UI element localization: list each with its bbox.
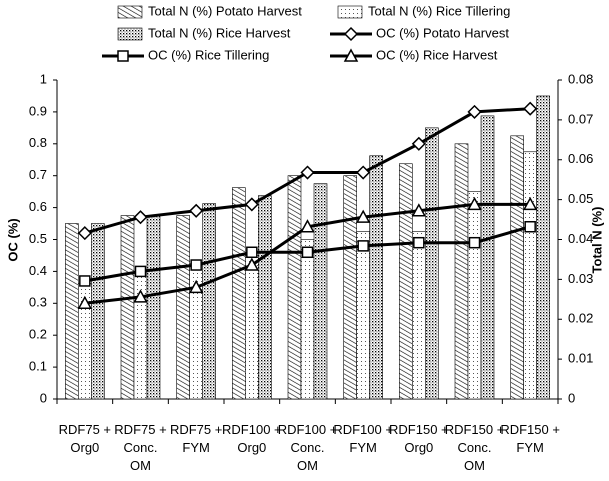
line-marker xyxy=(77,226,92,241)
legend-label: Total N (%) Potato Harvest xyxy=(148,3,302,18)
y2-tick-label: 0 xyxy=(568,390,575,405)
line-marker xyxy=(357,240,369,252)
x-tick-label: RDF75 + Conc. OM xyxy=(114,422,167,473)
legend-marker xyxy=(117,50,129,62)
line-marker xyxy=(355,209,371,223)
y2-axis-label: Total N (%) xyxy=(589,207,604,274)
y-axis-label: OC (%) xyxy=(5,218,20,261)
bar xyxy=(287,175,302,400)
line-marker xyxy=(133,289,148,303)
x-tick-label: RDF150 + Conc. OM xyxy=(444,422,505,473)
line-marker xyxy=(522,196,538,211)
y-tick-label: 1 xyxy=(40,71,47,86)
bar xyxy=(258,195,272,400)
bar xyxy=(356,231,370,400)
bar xyxy=(523,151,537,400)
line-marker xyxy=(300,219,315,233)
line-marker xyxy=(524,220,536,233)
bar xyxy=(65,223,79,400)
line-marker xyxy=(190,259,202,271)
y-tick-label: 0.5 xyxy=(29,231,47,246)
legend-marker xyxy=(343,48,359,62)
x-tick-label: RDF100 + Conc. OM xyxy=(277,422,338,473)
y2-tick-label: 0.01 xyxy=(568,351,593,366)
line-marker xyxy=(246,246,258,259)
bar xyxy=(232,187,246,400)
y-tick-label: 0 xyxy=(40,390,47,405)
x-tick-label: RDF75 + Org0 xyxy=(58,422,112,455)
bar xyxy=(536,95,550,400)
y2-tick-label: 0.06 xyxy=(568,151,593,166)
y-tick-label: 0.4 xyxy=(29,263,47,278)
legend-label: OC (%) Potato Harvest xyxy=(376,25,509,40)
y2-tick-label: 0.07 xyxy=(568,111,593,126)
line-marker xyxy=(79,275,91,287)
legend-swatch xyxy=(117,27,143,41)
line-marker xyxy=(356,165,371,180)
legend-label: OC (%) Rice Tillering xyxy=(148,47,269,62)
bar xyxy=(454,143,469,400)
bar xyxy=(467,191,482,400)
bar xyxy=(510,135,524,400)
y2-tick-label: 0.03 xyxy=(568,271,593,286)
line-marker xyxy=(133,210,148,225)
y-tick-label: 0.2 xyxy=(29,327,47,342)
legend-swatch xyxy=(117,5,143,19)
legend-label: OC (%) Rice Harvest xyxy=(376,47,498,62)
legend-marker xyxy=(343,26,359,42)
x-tick-label: RDF100 + Org0 xyxy=(222,422,282,455)
bar xyxy=(369,155,383,400)
line-marker xyxy=(301,246,314,259)
line-marker xyxy=(77,295,93,310)
bar xyxy=(202,203,216,400)
y2-tick-label: 0.05 xyxy=(568,191,593,206)
y-tick-label: 0.9 xyxy=(29,103,47,118)
line-marker xyxy=(523,101,538,116)
bar xyxy=(120,215,135,400)
y-tick-label: 0.1 xyxy=(29,359,47,374)
line-marker xyxy=(413,236,425,249)
x-tick-label: RDF100 + FYM xyxy=(333,422,393,455)
bar xyxy=(425,127,439,400)
line-marker xyxy=(467,196,482,211)
legend-swatch xyxy=(337,5,363,19)
bar xyxy=(245,255,259,400)
line-marker xyxy=(189,203,204,218)
y2-tick-label: 0.04 xyxy=(568,231,593,246)
y2-tick-label: 0.02 xyxy=(568,311,593,326)
bar xyxy=(176,215,190,400)
y-tick-label: 0.7 xyxy=(29,167,47,182)
bar xyxy=(399,163,413,400)
line-marker xyxy=(411,136,426,151)
y-tick-label: 0.6 xyxy=(29,199,47,214)
line-marker xyxy=(188,279,204,294)
bar xyxy=(480,115,495,400)
line-marker xyxy=(134,265,147,278)
legend-label: Total N (%) Rice Tillering xyxy=(368,3,510,18)
bar xyxy=(91,223,105,400)
line-marker xyxy=(244,197,259,212)
x-tick-label: RDF75 + FYM xyxy=(169,422,223,455)
bar xyxy=(300,239,315,400)
legend-label: Total N (%) Rice Harvest xyxy=(148,25,291,40)
bar xyxy=(343,175,357,400)
bar xyxy=(146,215,161,400)
bar xyxy=(412,231,426,400)
line-marker xyxy=(244,257,260,271)
line-marker xyxy=(411,203,427,217)
x-tick-label: RDF150 + FYM xyxy=(500,422,560,455)
line-marker xyxy=(468,236,481,249)
y2-tick-label: 0.08 xyxy=(568,71,593,86)
y-tick-label: 0.8 xyxy=(29,135,47,150)
line-marker xyxy=(300,165,315,180)
line-marker xyxy=(467,104,482,119)
y-tick-label: 0.3 xyxy=(29,295,47,310)
x-tick-label: RDF150 + Org0 xyxy=(389,422,449,455)
bar xyxy=(313,183,328,400)
